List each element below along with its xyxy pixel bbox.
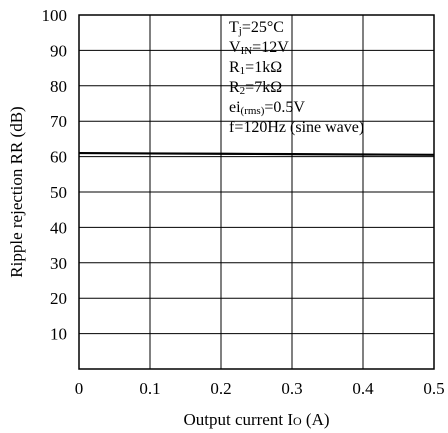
x-tick-labels: 0 0.1 0.2 0.3 0.4 0.5 — [75, 379, 445, 398]
test-conditions: Tj=25°C VIN=12V R1=1kΩ R2=7kΩ ei(rms)=0.5V f=… — [229, 19, 364, 136]
y-tick-label: 40 — [50, 218, 67, 237]
y-tick-label: 20 — [50, 289, 67, 308]
condition-line: VIN=12V — [229, 39, 289, 57]
x-tick-label: 0.4 — [352, 379, 374, 398]
y-tick-label: 70 — [50, 112, 67, 131]
y-tick-label: 50 — [50, 183, 67, 202]
x-tick-label: 0.2 — [210, 379, 231, 398]
y-tick-label: 80 — [50, 77, 67, 96]
y-tick-labels: 10 20 30 40 50 60 70 80 90 100 — [42, 6, 68, 344]
plot-frame — [78, 14, 435, 370]
y-axis-label: Ripple rejection RR (dB) — [7, 106, 26, 277]
condition-line: ei(rms)=0.5V — [229, 99, 305, 117]
y-tick-label: 60 — [50, 148, 67, 167]
condition-line: f=120Hz (sine wave) — [229, 119, 364, 136]
y-tick-label: 90 — [50, 41, 67, 60]
y-tick-label: 10 — [50, 325, 67, 344]
condition-line: Tj=25°C — [229, 19, 284, 37]
condition-line: R2=7kΩ — [229, 79, 282, 97]
x-tick-label: 0.1 — [139, 379, 160, 398]
series-line — [78, 151, 435, 156]
y-tick-label: 100 — [42, 6, 68, 25]
x-tick-label: 0 — [75, 379, 84, 398]
condition-line: R1=1kΩ — [229, 59, 282, 77]
x-tick-label: 0.5 — [423, 379, 444, 398]
x-tick-label: 0.3 — [281, 379, 302, 398]
x-axis-label: Output current IO (A) — [183, 410, 329, 429]
data-series — [78, 151, 435, 156]
y-tick-label: 30 — [50, 254, 67, 273]
